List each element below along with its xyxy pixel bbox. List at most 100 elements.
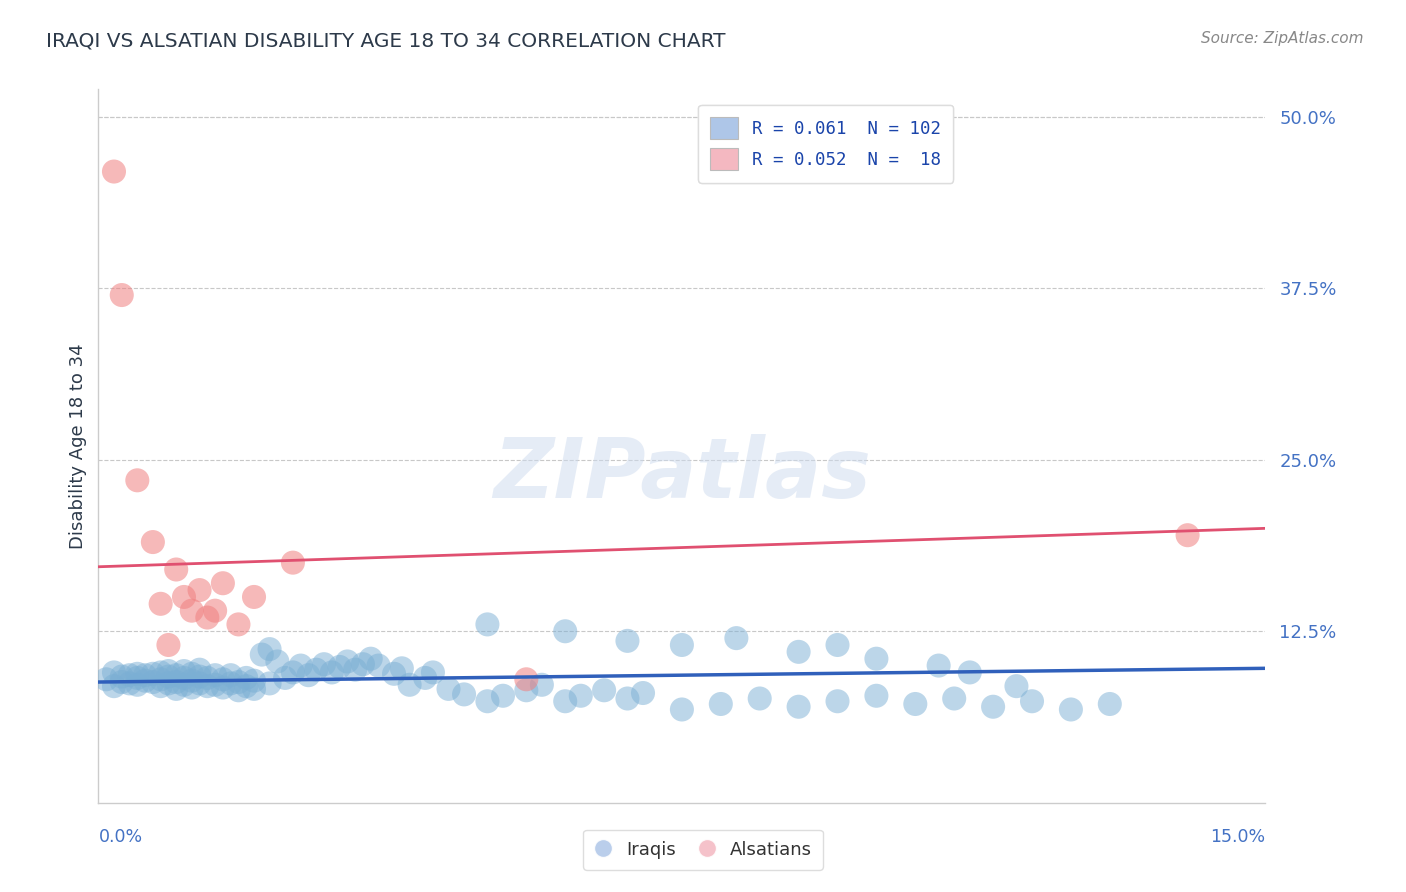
Point — [259, 676, 281, 690]
Text: 0.0%: 0.0% — [98, 828, 142, 846]
Point — [118, 668, 141, 682]
Point — [1177, 528, 1199, 542]
Point — [360, 651, 382, 665]
Point — [195, 671, 218, 685]
Point — [515, 673, 537, 687]
Point — [195, 679, 218, 693]
Point — [329, 660, 352, 674]
Point — [437, 681, 460, 696]
Point — [103, 665, 125, 680]
Point — [554, 624, 576, 639]
Point — [127, 671, 149, 685]
Point — [865, 651, 887, 665]
Point — [290, 658, 312, 673]
Point — [127, 473, 149, 487]
Point — [118, 676, 141, 690]
Point — [569, 689, 592, 703]
Point — [554, 694, 576, 708]
Point — [321, 665, 343, 680]
Point — [865, 689, 887, 703]
Point — [111, 669, 134, 683]
Point — [228, 675, 250, 690]
Point — [142, 666, 165, 681]
Point — [149, 673, 172, 687]
Point — [616, 633, 638, 648]
Point — [212, 576, 235, 591]
Point — [336, 655, 359, 669]
Point — [1021, 694, 1043, 708]
Point — [180, 604, 202, 618]
Point — [204, 668, 226, 682]
Y-axis label: Disability Age 18 to 34: Disability Age 18 to 34 — [69, 343, 87, 549]
Point — [103, 164, 125, 178]
Point — [266, 655, 288, 669]
Point — [127, 666, 149, 681]
Point — [142, 535, 165, 549]
Point — [149, 665, 172, 680]
Point — [157, 638, 180, 652]
Point — [111, 675, 134, 690]
Point — [165, 675, 187, 690]
Point — [243, 681, 266, 696]
Point — [904, 697, 927, 711]
Point — [103, 679, 125, 693]
Point — [96, 673, 118, 687]
Point — [1098, 697, 1121, 711]
Point — [281, 556, 304, 570]
Point — [173, 590, 195, 604]
Point — [212, 673, 235, 687]
Point — [477, 694, 499, 708]
Point — [180, 673, 202, 688]
Point — [243, 590, 266, 604]
Point — [134, 668, 156, 682]
Point — [235, 679, 257, 693]
Point — [157, 676, 180, 690]
Point — [157, 669, 180, 683]
Point — [180, 681, 202, 695]
Point — [453, 687, 475, 701]
Point — [391, 661, 413, 675]
Point — [127, 678, 149, 692]
Point — [142, 675, 165, 690]
Text: ZIPatlas: ZIPatlas — [494, 434, 870, 515]
Point — [195, 610, 218, 624]
Point — [959, 665, 981, 680]
Point — [297, 668, 319, 682]
Point — [671, 638, 693, 652]
Text: Source: ZipAtlas.com: Source: ZipAtlas.com — [1201, 31, 1364, 46]
Point — [943, 691, 966, 706]
Point — [188, 583, 211, 598]
Point — [352, 657, 374, 672]
Point — [219, 676, 242, 690]
Point — [312, 657, 335, 672]
Point — [787, 699, 810, 714]
Point — [367, 658, 389, 673]
Point — [422, 665, 444, 680]
Point — [281, 665, 304, 680]
Point — [274, 671, 297, 685]
Point — [111, 288, 134, 302]
Point — [165, 668, 187, 682]
Point — [165, 562, 187, 576]
Point — [477, 617, 499, 632]
Point — [515, 683, 537, 698]
Point — [149, 597, 172, 611]
Point — [173, 664, 195, 678]
Point — [305, 663, 328, 677]
Point — [180, 666, 202, 681]
Point — [228, 683, 250, 698]
Point — [928, 658, 950, 673]
Point — [827, 638, 849, 652]
Point — [235, 671, 257, 685]
Point — [492, 689, 515, 703]
Point — [188, 676, 211, 690]
Point — [134, 673, 156, 688]
Point — [344, 663, 367, 677]
Text: 15.0%: 15.0% — [1211, 828, 1265, 846]
Point — [259, 642, 281, 657]
Point — [173, 671, 195, 685]
Point — [616, 691, 638, 706]
Point — [787, 645, 810, 659]
Point — [250, 648, 273, 662]
Point — [1005, 679, 1028, 693]
